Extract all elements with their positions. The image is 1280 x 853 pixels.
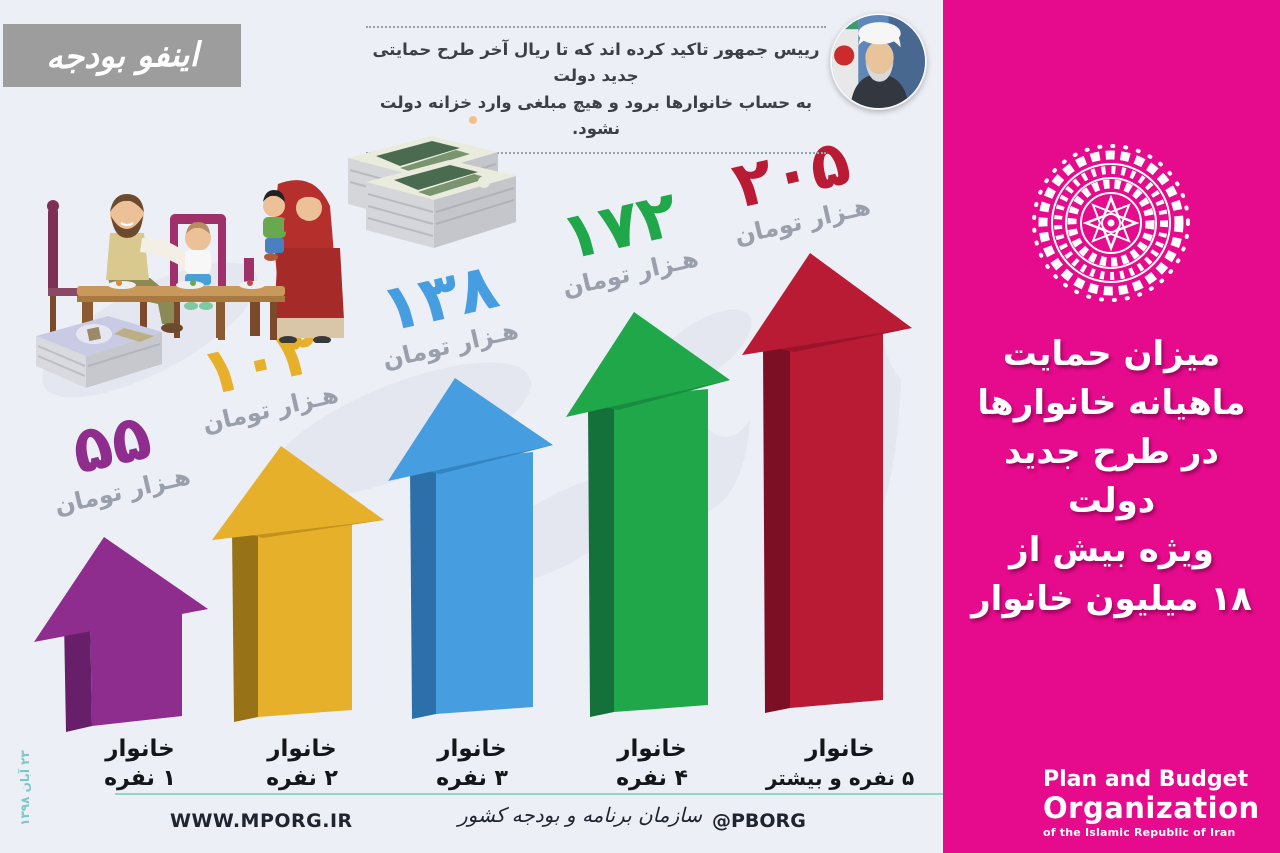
title-line-5: ویژه بیش از (1009, 529, 1214, 570)
president-photo (831, 14, 926, 109)
footer-divider (115, 793, 943, 795)
infobudget-logo-text: اینفو بودجه (45, 34, 199, 77)
social-handle: @PBORG (712, 810, 806, 832)
president-quote: رییس جمهور تاکید کرده اند که تا ریال آخر… (366, 26, 826, 154)
org-line-3: of the Islamic Republic of Iran (1043, 825, 1236, 839)
bar2-category: خانوار ۲ نفره (266, 736, 338, 791)
mandala-ornament-icon (1032, 144, 1190, 302)
title-line-1: میزان حمایت (1002, 334, 1221, 374)
website-url: WWW.MPORG.IR (170, 810, 353, 832)
org-line-1: Plan and Budget (1043, 767, 1249, 792)
title-line-2: ماهیانه خانوارها (977, 382, 1246, 423)
bar4-category: خانوار ۴ نفره (616, 736, 688, 791)
bar1-category: خانوار ۱ نفره (104, 736, 176, 791)
bar-household-4 (566, 312, 730, 717)
quote-line-2: به حساب خانوارها برود و هیچ مبلغی وارد خ… (379, 92, 813, 139)
title-line-3: در طرح جدید (1004, 431, 1219, 472)
sidebar-title: میزان حمایت ماهیانه خانوارها در طرح جدید… (951, 330, 1272, 624)
bar-household-5 (742, 253, 912, 713)
bar-household-2 (212, 446, 384, 722)
publish-date: ۲۳ آبان ۱۳۹۸ (18, 750, 32, 826)
title-line-6: ۱۸ میلیون خانوار (971, 578, 1252, 619)
money-stack-green (348, 136, 516, 248)
bar3-category: خانوار ۳ نفره (436, 736, 508, 791)
sidebar-panel: میزان حمایت ماهیانه خانوارها در طرح جدید… (943, 0, 1280, 853)
money-stack-blue (36, 316, 162, 388)
quote-line-1: رییس جمهور تاکید کرده اند که تا ریال آخر… (372, 40, 820, 86)
bar-chart (34, 116, 912, 732)
bar-household-3 (388, 378, 553, 719)
bar-household-1 (34, 537, 208, 732)
bar5-category: خانوار ۵ نفره و بیشتر (765, 736, 915, 790)
org-line-2: Organization (1043, 791, 1260, 826)
organization-name-fa: سازمان برنامه و بودجه کشور (457, 803, 703, 827)
infobudget-logo: اینفو بودجه (3, 24, 241, 87)
title-line-4: دولت (1067, 480, 1156, 521)
organization-name-en: Plan and Budget Organization of the Isla… (1043, 767, 1273, 839)
family-illustration (47, 180, 344, 343)
